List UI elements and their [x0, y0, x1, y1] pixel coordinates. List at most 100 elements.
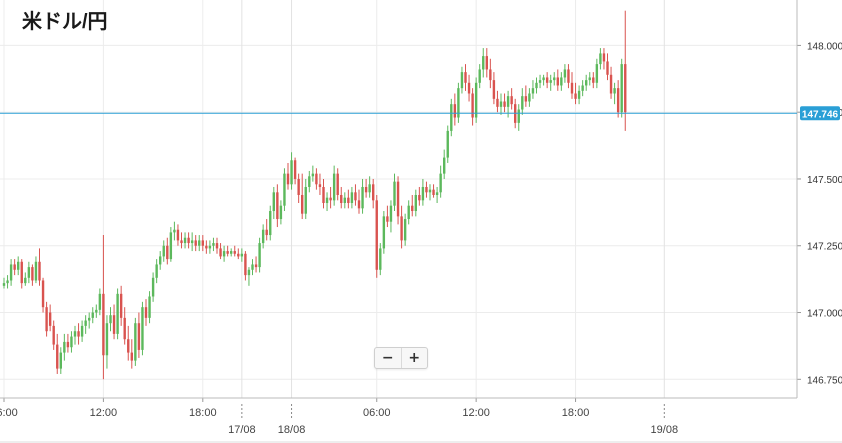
candle-body — [2, 283, 6, 286]
candle-body — [343, 197, 346, 204]
candle-body — [52, 325, 55, 345]
candle-body — [237, 253, 240, 257]
zoom-in-button[interactable]: + — [400, 348, 428, 368]
candle-body — [308, 176, 311, 187]
candle-body — [98, 293, 102, 310]
candle-body — [180, 240, 183, 244]
candle-body — [538, 80, 542, 83]
candle-body — [212, 243, 215, 246]
x-tick-label: 12:00 — [462, 407, 490, 419]
candle-body — [542, 77, 545, 81]
candle-body — [400, 216, 403, 241]
candle-body — [279, 205, 283, 220]
candle-body — [269, 211, 272, 236]
y-tick-label: 148.000 — [807, 41, 842, 52]
candle-body — [130, 352, 133, 361]
candle-body — [517, 109, 520, 123]
candle-body — [27, 267, 31, 278]
candle-body — [457, 88, 460, 118]
candle-body — [159, 256, 162, 265]
candle-body — [155, 264, 158, 278]
candle-body — [375, 200, 378, 270]
candle-body — [144, 307, 148, 318]
candle-body — [499, 101, 503, 107]
candle-body — [258, 243, 261, 268]
candle-body — [198, 240, 201, 246]
candle-body — [134, 323, 137, 361]
x-tick-label: 06:00 — [363, 407, 391, 419]
candle-body — [73, 331, 77, 337]
candle-body — [450, 104, 453, 131]
candle-body — [524, 96, 528, 102]
candle-body — [421, 186, 425, 201]
candle-body — [45, 307, 48, 332]
candle-body — [205, 245, 208, 249]
candle-body — [336, 173, 339, 195]
candle-body — [354, 192, 357, 201]
candle-body — [379, 248, 382, 270]
candle-body — [105, 323, 109, 356]
candle-body — [80, 325, 84, 337]
candle-body — [301, 194, 304, 214]
candle-body — [286, 173, 290, 185]
candle-body — [535, 82, 538, 89]
candle-body — [563, 69, 567, 78]
x-tick-label: 18:00 — [562, 407, 590, 419]
candle-body — [595, 64, 599, 83]
candle-body — [95, 309, 98, 313]
candle-body — [485, 56, 488, 70]
candle-body — [233, 251, 236, 254]
candle-body — [574, 93, 577, 99]
candle-body — [432, 189, 435, 195]
date-marker-label: 19/08 — [651, 424, 679, 436]
zoom-control: − + — [374, 347, 428, 369]
candle-body — [364, 186, 368, 193]
candle-body — [609, 74, 613, 94]
candle-body — [56, 344, 59, 369]
candle-body — [407, 205, 410, 220]
candle-body — [276, 192, 279, 220]
candle-body — [41, 280, 45, 308]
candle-body — [570, 82, 574, 94]
candle-body — [293, 160, 297, 179]
candle-body — [88, 317, 91, 321]
candle-body — [531, 88, 535, 94]
candle-body — [325, 197, 329, 204]
candle-body — [489, 69, 492, 81]
candle-body — [151, 277, 155, 297]
candle-body — [31, 267, 34, 281]
candle-body — [297, 178, 300, 195]
candles — [2, 10, 627, 380]
candle-body — [474, 82, 478, 118]
candle-body — [581, 85, 584, 91]
candle-body — [350, 192, 354, 204]
candle-body — [9, 264, 13, 281]
candle-body — [17, 261, 20, 270]
candle-body — [439, 173, 442, 193]
candle-body — [148, 296, 151, 318]
candle-body — [38, 261, 41, 281]
candle-body — [201, 240, 204, 246]
candle-body — [347, 197, 350, 204]
grid — [0, 0, 797, 398]
candle-body — [560, 77, 563, 86]
candle-body — [577, 90, 581, 99]
candle-body — [411, 205, 414, 212]
candle-body — [311, 173, 315, 177]
candle-body — [506, 96, 510, 107]
candle-body — [63, 341, 66, 353]
candle-body — [471, 93, 474, 118]
candle-body — [173, 229, 176, 233]
candle-body — [247, 269, 251, 276]
candle-body — [222, 251, 226, 257]
candle-body — [141, 307, 144, 350]
zoom-out-button[interactable]: − — [381, 350, 394, 366]
candle-body — [230, 251, 233, 254]
candle-body — [329, 197, 332, 201]
y-tick-label: 147.250 — [807, 242, 842, 253]
y-tick-label: 147.000 — [807, 309, 842, 320]
candle-body — [613, 88, 616, 94]
candle-body — [84, 320, 87, 326]
